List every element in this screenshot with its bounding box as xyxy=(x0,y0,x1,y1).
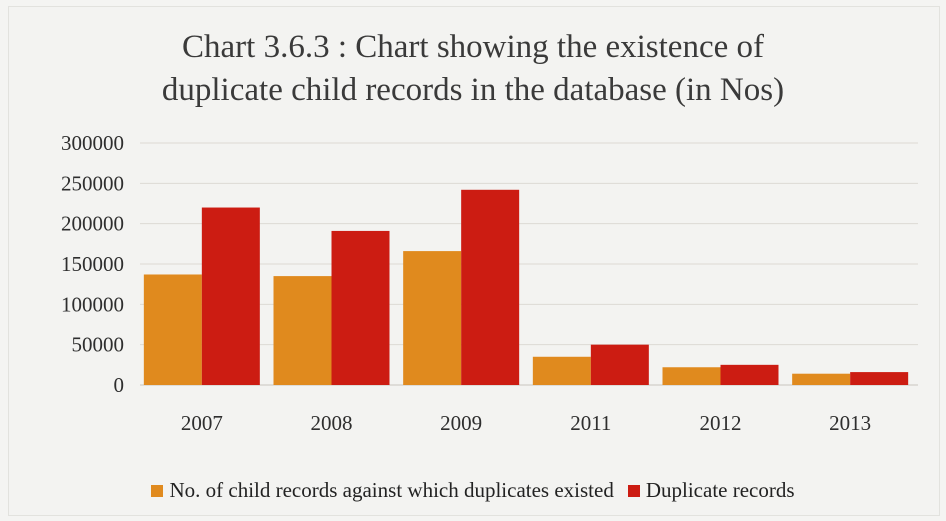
bar-duplicate-records-2011 xyxy=(590,344,649,385)
y-tick-label: 0 xyxy=(114,373,125,397)
gridlines xyxy=(140,142,918,386)
bar-child-records-2012 xyxy=(662,367,721,385)
x-tick-label: 2013 xyxy=(829,411,871,435)
y-tick-label: 250000 xyxy=(61,171,124,195)
legend-item-series-1: No. of child records against which dupli… xyxy=(151,478,614,503)
chart-title-line-1: Chart 3.6.3 : Chart showing the existenc… xyxy=(182,29,764,65)
chart-title: Chart 3.6.3 : Chart showing the existenc… xyxy=(0,26,946,112)
bars xyxy=(143,189,909,385)
bar-duplicate-records-2012 xyxy=(720,364,779,385)
chart-title-line-2: duplicate child records in the database … xyxy=(161,72,785,108)
x-tick-label: 2009 xyxy=(440,411,482,435)
bar-child-records-2013 xyxy=(792,373,851,385)
bar-duplicate-records-2007 xyxy=(201,207,260,385)
x-tick-label: 2008 xyxy=(311,411,353,435)
x-tick-label: 2012 xyxy=(700,411,742,435)
bar-duplicate-records-2009 xyxy=(461,189,520,385)
y-tick-label: 200000 xyxy=(61,212,124,236)
bar-duplicate-records-2013 xyxy=(850,372,909,385)
y-tick-label: 100000 xyxy=(61,292,124,316)
bar-child-records-2007 xyxy=(143,274,202,385)
y-tick-label: 300000 xyxy=(61,131,124,155)
y-tick-label: 150000 xyxy=(61,252,124,276)
bar-child-records-2008 xyxy=(273,276,332,385)
x-axis-ticks: 2007 2008 2009 2011 2012 2013 xyxy=(181,411,871,435)
legend-item-series-2: Duplicate records xyxy=(627,478,795,503)
legend-swatch-series-2 xyxy=(627,484,640,497)
legend-label-series-2: Duplicate records xyxy=(645,478,795,502)
legend-swatch-series-1 xyxy=(151,484,164,497)
bar-duplicate-records-2008 xyxy=(331,230,390,385)
bar-child-records-2011 xyxy=(532,356,591,385)
x-tick-label: 2011 xyxy=(570,411,611,435)
legend: No. of child records against which dupli… xyxy=(0,478,946,503)
bar-child-records-2009 xyxy=(403,251,462,385)
y-axis-ticks: 0 50000 100000 150000 200000 250000 300000 xyxy=(61,131,124,397)
x-tick-label: 2007 xyxy=(181,411,223,435)
y-tick-label: 50000 xyxy=(72,333,125,357)
legend-label-series-1: No. of child records against which dupli… xyxy=(169,478,614,502)
